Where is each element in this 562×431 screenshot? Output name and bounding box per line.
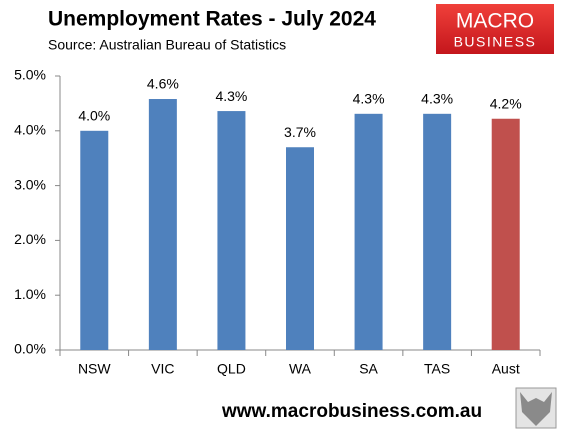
y-tick-label: 4.0% xyxy=(14,122,46,138)
x-tick-label: VIC xyxy=(151,361,174,377)
y-tick-label: 3.0% xyxy=(14,176,46,192)
bar xyxy=(148,99,177,351)
x-tick-label: SA xyxy=(359,361,378,377)
value-label: 4.2% xyxy=(490,95,522,111)
value-label: 4.0% xyxy=(78,108,110,124)
bar xyxy=(354,113,383,350)
value-label: 4.6% xyxy=(147,76,179,92)
bar xyxy=(286,147,314,350)
x-tick-label: QLD xyxy=(217,361,246,377)
chart-title: Unemployment Rates - July 2024 xyxy=(48,8,376,31)
bar xyxy=(80,130,109,350)
y-tick-label: 0.0% xyxy=(14,341,46,357)
y-tick-label: 2.0% xyxy=(14,231,46,247)
bar xyxy=(423,113,452,350)
logo-text: BUSINESS xyxy=(454,34,537,50)
y-tick-label: 5.0% xyxy=(14,67,46,83)
value-label: 4.3% xyxy=(421,91,453,107)
value-label: 3.7% xyxy=(284,124,316,140)
bar xyxy=(217,111,246,351)
bar xyxy=(491,118,520,350)
wolf-icon xyxy=(515,387,557,429)
x-tick-label: NSW xyxy=(78,361,111,377)
y-tick-label: 1.0% xyxy=(14,286,46,302)
value-label: 4.3% xyxy=(215,88,247,104)
logo-text: MACRO xyxy=(456,10,534,33)
x-tick-label: Aust xyxy=(492,361,520,377)
logo-box xyxy=(436,4,554,54)
x-tick-label: WA xyxy=(289,361,312,377)
chart-subtitle: Source: Australian Bureau of Statistics xyxy=(48,37,286,53)
x-tick-label: TAS xyxy=(424,361,450,377)
footer-url: www.macrobusiness.com.au xyxy=(221,401,482,422)
value-label: 4.3% xyxy=(353,91,385,107)
